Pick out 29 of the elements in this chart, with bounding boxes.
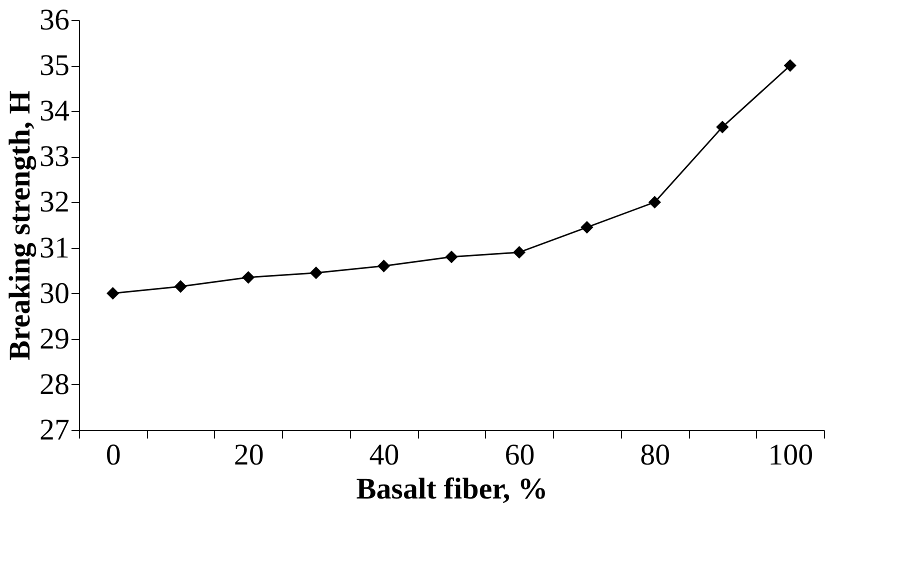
point (445, 250, 458, 264)
y-tick-label: 31 (40, 231, 70, 264)
x-tick-label: 100 (768, 438, 814, 472)
point (174, 280, 187, 293)
y-tick-label: 33 (40, 140, 70, 174)
point (242, 271, 255, 284)
point (377, 260, 390, 272)
y-tick-label: 36 (40, 4, 70, 36)
x-axis-title: Basalt fiber, % (356, 472, 548, 506)
point (310, 266, 322, 280)
point (716, 120, 729, 134)
point (106, 287, 120, 300)
y-axis-title: Breaking strength, H (4, 90, 36, 360)
y-tick-label: 32 (40, 186, 70, 219)
x-tick-label: 40 (369, 438, 400, 472)
point (580, 220, 594, 234)
point (648, 196, 662, 209)
x-tick-label: 60 (504, 438, 535, 472)
point (784, 59, 796, 72)
x-tick-label: 0 (106, 438, 121, 472)
y-tick-label: 30 (40, 276, 70, 310)
point (512, 246, 526, 259)
y-tick-label: 28 (40, 368, 70, 401)
y-tick-label: 34 (40, 94, 70, 128)
y-tick-label: 27 (40, 414, 70, 446)
y-tick-label: 29 (40, 322, 70, 356)
y-tick-label: 35 (40, 49, 70, 82)
x-tick-label: 80 (640, 438, 670, 472)
x-tick-label: 20 (234, 438, 264, 472)
